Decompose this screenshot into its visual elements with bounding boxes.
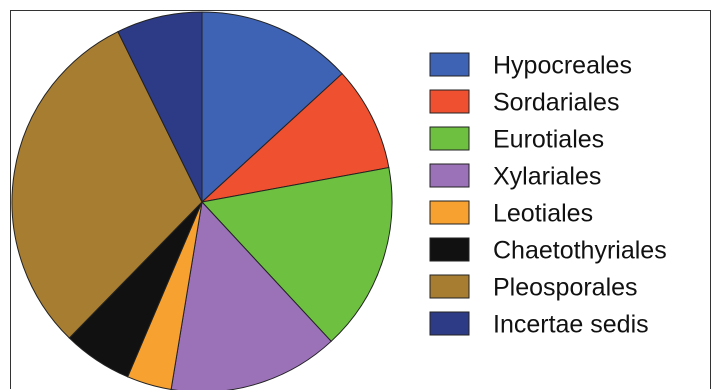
legend-swatch-sordariales — [429, 89, 470, 114]
pie-slice-hypocreales — [201, 11, 343, 204]
legend-label-incertae-sedis: Incertae sedis — [493, 311, 649, 339]
legend-swatch-leotiales — [429, 200, 470, 225]
legend-label-leotiales: Leotiales — [493, 200, 593, 228]
legend-label-hypocreales: Hypocreales — [493, 52, 632, 80]
legend-swatch-chaetothyriales — [429, 237, 470, 262]
legend-label-sordariales: Sordariales — [493, 89, 619, 117]
legend-label-chaetothyriales: Chaetothyriales — [493, 237, 667, 265]
pie-slice-eurotiales — [201, 166, 393, 343]
legend-swatch-xylariales — [429, 163, 470, 188]
pie-slice-sordariales — [200, 72, 390, 203]
legend-label-pleosporales: Pleosporales — [493, 274, 638, 302]
legend-swatch-hypocreales — [429, 52, 470, 77]
legend-label-eurotiales: Eurotiales — [493, 126, 604, 154]
legend-swatch-pleosporales — [429, 274, 470, 299]
legend-swatch-eurotiales — [429, 126, 470, 151]
pie-slice-pleosporales — [11, 30, 203, 339]
pie-slice-xylariales — [170, 200, 332, 390]
legend-label-xylariales: Xylariales — [493, 163, 601, 191]
legend-swatch-incertae-sedis — [429, 311, 470, 336]
pie-slices — [11, 11, 393, 390]
pie-slice-incertae-sedis — [117, 11, 203, 203]
chart-legend: Hypocreales Sordariales Eurotiales Xylarial… — [429, 52, 667, 339]
